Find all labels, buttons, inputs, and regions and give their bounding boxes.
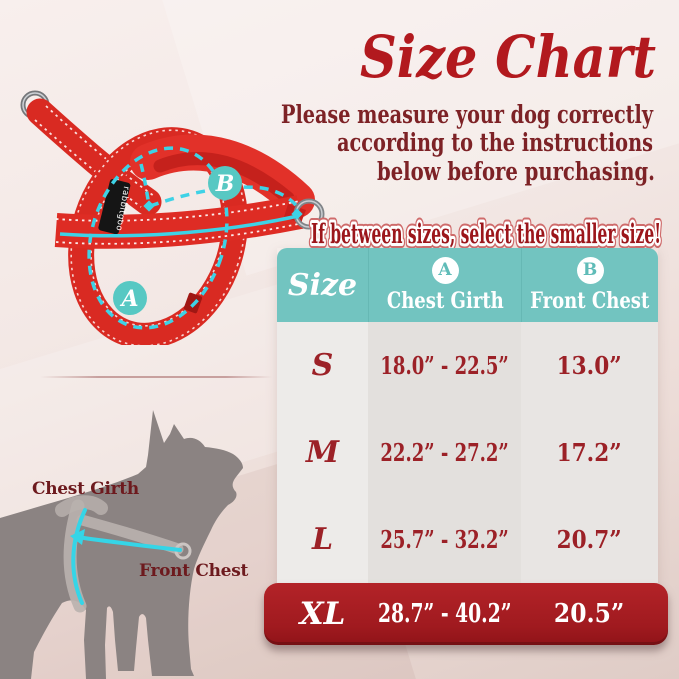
worn-harness-shoulder xyxy=(55,495,108,517)
harness-belly-strap xyxy=(54,195,304,249)
worn-harness-girth-band xyxy=(63,499,87,613)
stitching xyxy=(55,223,299,245)
subtitle-line-2: according to the instructions xyxy=(337,128,653,157)
stitching xyxy=(45,105,155,197)
subtitle-line-3: below before purchasing. xyxy=(377,157,655,186)
chest-girth-value: 25.7” - 32.2” xyxy=(380,525,509,554)
xl-highlight-row: XL 28.7” - 40.2” 20.5” xyxy=(264,583,668,645)
harness-neck-pad xyxy=(153,152,295,205)
row-l-front-chest: 20.7” xyxy=(521,496,658,583)
header-cell-chest-girth: A Chest Girth xyxy=(368,248,521,322)
measure-short-line xyxy=(139,163,151,206)
measure-belly-line xyxy=(59,214,299,238)
row-m-size: M xyxy=(277,409,368,496)
measure-node xyxy=(291,208,303,220)
chest-girth-column-label: Chest Girth xyxy=(386,287,504,314)
front-chest-value: 20.7” xyxy=(556,525,623,554)
dog-figure xyxy=(0,410,243,679)
header-text-block: Size Chart Please measure your dog corre… xyxy=(281,23,666,255)
front-chest-column-label: Front Chest xyxy=(530,287,650,314)
marker-a-badge xyxy=(113,281,147,315)
marker-b-badge xyxy=(208,166,242,200)
chest-girth-line xyxy=(71,508,87,605)
front-chest-line xyxy=(82,536,182,552)
arrowhead-icon xyxy=(70,529,85,545)
marker-a-letter: A xyxy=(119,286,138,312)
chest-girth-label: Chest Girth xyxy=(32,479,139,499)
front-chest-label: Front Chest xyxy=(139,561,249,581)
size-table-header: Size A Chest Girth B Front Chest xyxy=(277,248,658,322)
size-letter: XL xyxy=(299,596,346,632)
chest-girth-value: 18.0” - 22.5” xyxy=(380,351,509,380)
front-chest-value: 17.2” xyxy=(556,438,623,467)
background-accent-line xyxy=(40,376,272,378)
size-table: Size A Chest Girth B Front Chest S 18.0”… xyxy=(277,248,658,583)
row-xl-chest-girth: 28.7” - 40.2” xyxy=(368,599,521,629)
row-xl-front-chest: 20.5” xyxy=(521,599,658,629)
size-table-body: S 18.0” - 22.5” 13.0” M 22.2” - 27.2” 17… xyxy=(277,322,658,583)
harness-shoulder-strap xyxy=(26,98,162,216)
subtitle-line-1: Please measure your dog correctly xyxy=(281,100,654,129)
marker-b-letter: B xyxy=(215,171,235,197)
row-s-chest-girth: 18.0” - 22.5” xyxy=(368,322,521,409)
notice-outline-inner: If between sizes, select the smaller siz… xyxy=(311,219,661,250)
chest-girth-value: 28.7” - 40.2” xyxy=(377,599,512,629)
row-s-size: S xyxy=(277,322,368,409)
measure-loop-line xyxy=(87,146,229,330)
marker-b-circle: B xyxy=(576,256,604,284)
size-letter: S xyxy=(311,348,334,383)
front-chest-value: 20.5” xyxy=(554,599,625,629)
row-xl-size: XL xyxy=(277,596,368,632)
row-l-size: L xyxy=(277,496,368,583)
stitching xyxy=(70,129,246,345)
header-cell-size: Size xyxy=(277,248,368,322)
row-m-front-chest: 17.2” xyxy=(521,409,658,496)
row-m-chest-girth: 22.2” - 27.2” xyxy=(368,409,521,496)
notice-banner: If between sizes, select the smaller siz… xyxy=(306,214,666,255)
worn-harness-front-strap xyxy=(76,514,184,555)
row-l-chest-girth: 25.7” - 32.2” xyxy=(368,496,521,583)
brand-label-patch xyxy=(98,178,131,235)
size-letter: L xyxy=(311,522,334,557)
measure-front-line xyxy=(149,185,302,212)
page-title: Size Chart xyxy=(360,23,656,91)
notice-text: If between sizes, select the smaller siz… xyxy=(311,219,661,250)
size-column-label: Size xyxy=(287,267,358,303)
row-s-front-chest: 13.0” xyxy=(521,322,658,409)
front-chest-value: 13.0” xyxy=(556,351,623,380)
chest-girth-value: 22.2” - 27.2” xyxy=(380,438,509,467)
measure-node xyxy=(143,200,155,212)
size-letter: M xyxy=(305,435,340,470)
marker-a-circle: A xyxy=(431,256,459,284)
header-cell-front-chest: B Front Chest xyxy=(521,248,658,322)
harness-figure: rabbitgoo A B xyxy=(20,90,325,345)
